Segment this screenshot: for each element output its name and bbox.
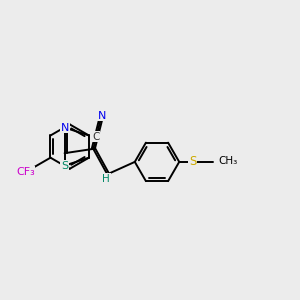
Text: C: C <box>92 132 99 142</box>
Text: S: S <box>61 160 68 171</box>
Text: N: N <box>60 123 69 133</box>
Text: H: H <box>102 174 110 184</box>
Text: S: S <box>189 155 197 168</box>
Text: CF₃: CF₃ <box>16 167 35 177</box>
Text: CH₃: CH₃ <box>219 156 238 166</box>
Text: N: N <box>98 111 106 121</box>
